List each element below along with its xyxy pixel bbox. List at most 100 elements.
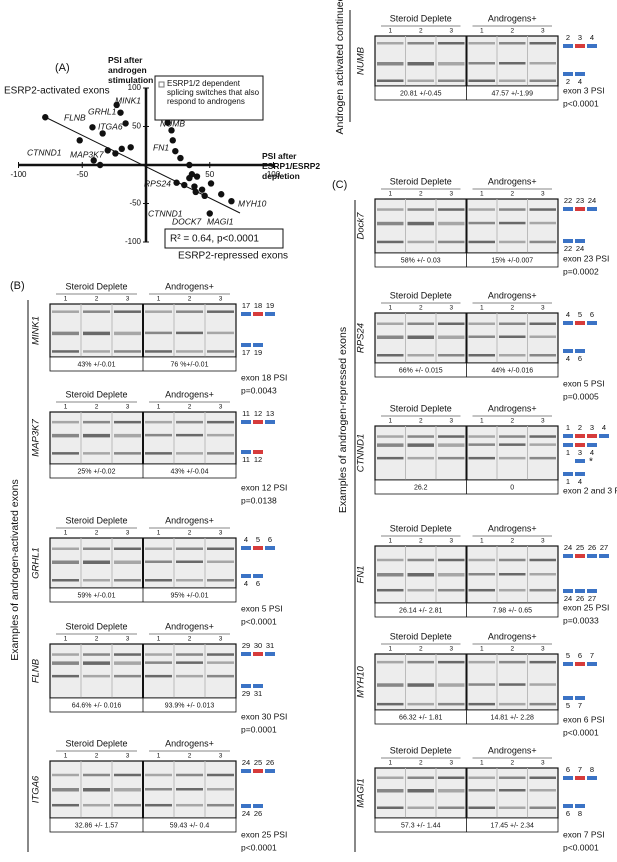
lane-label: 2 (510, 760, 514, 767)
psi-label: exon 30 PSI (241, 711, 287, 721)
psi-value: 66% +/- 0.015 (399, 367, 443, 374)
gel-band (407, 354, 434, 357)
gel-band (468, 573, 495, 576)
lane-label: 3 (219, 404, 223, 411)
gel-band (114, 560, 141, 564)
gel-band (529, 443, 556, 446)
gel-band (407, 789, 434, 793)
gel-band (377, 660, 404, 664)
psi-value: 14.81 +/- 2.28 (491, 714, 535, 721)
exon-label: 7 (578, 765, 582, 774)
psi-label: exon 2 and 3 PSI (563, 485, 617, 495)
condition-label: Steroid Deplete (390, 745, 452, 755)
exon-label: 1 (566, 448, 570, 457)
gel-band (52, 350, 79, 353)
gel-band (207, 653, 234, 656)
gel-band (407, 240, 434, 244)
condition-label: Androgens+ (165, 389, 214, 399)
condition-label: Androgens+ (488, 290, 537, 300)
psi-value: 44% +/-0.016 (491, 367, 533, 374)
gel-band (468, 443, 495, 446)
data-point (164, 119, 171, 126)
gene-name: Dock7 (356, 212, 367, 240)
gel-band (207, 803, 234, 807)
p-value: p<0.0001 (241, 616, 277, 626)
gel-band (529, 79, 556, 82)
lane-label: 1 (157, 296, 161, 303)
gel-band (52, 452, 79, 455)
gel-band (176, 803, 203, 807)
data-point (218, 191, 225, 198)
lane-label: 3 (126, 636, 130, 643)
gel-band (407, 42, 434, 45)
psi-value: 66.32 +/- 1.81 (399, 714, 443, 721)
lane-label: 1 (388, 28, 392, 35)
r2-box (164, 228, 284, 249)
gel-band (407, 702, 434, 706)
data-point (192, 188, 199, 196)
lane-label: 2 (95, 753, 99, 760)
exon-label: 1 (566, 477, 570, 486)
lane-label: 3 (126, 753, 130, 760)
gel-band (468, 79, 495, 82)
data-point (172, 147, 179, 155)
data-point (113, 101, 120, 109)
gel-band (52, 547, 79, 550)
psi-value: 76 %+/-0.01 (171, 361, 209, 368)
gel-band (407, 588, 434, 592)
exon-label: 1 (566, 423, 570, 432)
data-point (117, 109, 124, 116)
lane-label: 2 (510, 191, 514, 198)
gene-name: MAGI1 (356, 778, 367, 808)
condition-label: Steroid Deplete (390, 13, 452, 23)
exon-box (241, 652, 251, 656)
gel-band (52, 674, 79, 678)
exon-label: 22 (564, 244, 572, 253)
exon-box (563, 554, 573, 558)
exon-label: 6 (578, 354, 582, 363)
data-point (177, 154, 184, 162)
condition-label: Androgens+ (165, 621, 214, 631)
exon-label: 31 (266, 641, 274, 650)
gel-band (145, 433, 172, 437)
gel-band (529, 573, 556, 576)
gel-band (145, 788, 172, 791)
p-value: p<0.0001 (563, 98, 599, 108)
gel-band (377, 435, 404, 438)
data-point (228, 197, 235, 205)
gene-label: NUMB (160, 118, 185, 128)
data-point (112, 150, 119, 157)
section-label: Examples of androgen-repressed exons (337, 327, 349, 513)
gene-label: FN1 (153, 142, 169, 152)
exon-label: 24 (242, 809, 250, 818)
gel-band (438, 588, 465, 592)
exon-box (587, 589, 597, 593)
condition-label: Steroid Deplete (390, 631, 452, 641)
gel-band (468, 221, 495, 225)
exon-label: 5 (256, 535, 260, 544)
gene-label: MINK1 (115, 95, 141, 105)
gel-band (499, 660, 526, 664)
gel-band (438, 789, 465, 793)
gel-band (83, 788, 110, 792)
gel-band (499, 588, 526, 592)
exon-box (587, 44, 597, 48)
condition-label: Androgens+ (165, 281, 214, 291)
gel-band (176, 579, 203, 582)
lane-label: 2 (188, 530, 192, 537)
lane-label: 1 (388, 646, 392, 653)
data-point (127, 144, 134, 151)
exon-box (265, 312, 275, 316)
lane-label: 3 (126, 404, 130, 411)
lane-label: 3 (541, 28, 545, 35)
psi-label: exon 23 PSI (563, 253, 609, 263)
gel-band (176, 661, 203, 664)
gel-band (145, 674, 172, 678)
condition-label: Androgens+ (488, 13, 537, 23)
condition-label: Steroid Deplete (65, 515, 127, 525)
gel-band (499, 240, 526, 244)
exon-label: 24 (564, 594, 572, 603)
gel-band (438, 776, 465, 779)
gel-band (529, 806, 556, 809)
p-value: p=0.0002 (563, 266, 599, 276)
